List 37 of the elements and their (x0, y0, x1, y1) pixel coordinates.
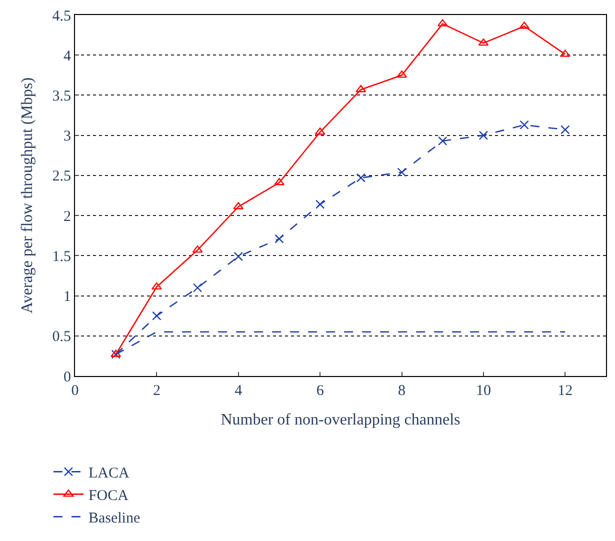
y-tick-label: 2 (64, 208, 71, 225)
point (192, 245, 203, 253)
y-axis-title: Average per flow throughput (Mbps) (19, 77, 36, 314)
x-tick-label: 10 (476, 383, 491, 399)
point (438, 136, 448, 146)
point (520, 120, 529, 130)
x-tick-label: 2 (152, 383, 160, 399)
y-tick-label: 1 (64, 289, 71, 306)
y-tick-label: 3.5 (52, 88, 71, 104)
point (397, 168, 406, 177)
legend-label: LACA (88, 466, 130, 482)
y-tick-label: 2.5 (52, 168, 71, 185)
y-tick-label: 3 (64, 128, 71, 145)
x-axis-title: Number of non-overlapping channels (220, 412, 460, 429)
point (315, 200, 325, 209)
legend-label: Baseline (88, 510, 140, 527)
y-tick-label: 4 (64, 48, 72, 64)
x-tick-label: 6 (316, 383, 324, 399)
point (274, 178, 284, 186)
y-tick-label: 4.5 (52, 8, 71, 24)
y-tick-label: 0 (64, 369, 71, 386)
point (274, 234, 284, 244)
point (560, 125, 570, 134)
x-tick-label: 8 (398, 383, 406, 399)
legend-label: FOCA (88, 488, 129, 504)
point (396, 70, 407, 78)
point (478, 38, 489, 46)
point (234, 252, 243, 262)
point (356, 173, 366, 182)
y-tick-label: 1.5 (52, 248, 71, 265)
point (192, 283, 202, 292)
point (151, 282, 162, 290)
point (478, 130, 488, 140)
point (152, 311, 162, 320)
x-tick-label: 12 (558, 383, 573, 399)
y-tick-label: 0.5 (52, 329, 71, 346)
x-tick-label: 4 (234, 383, 243, 399)
